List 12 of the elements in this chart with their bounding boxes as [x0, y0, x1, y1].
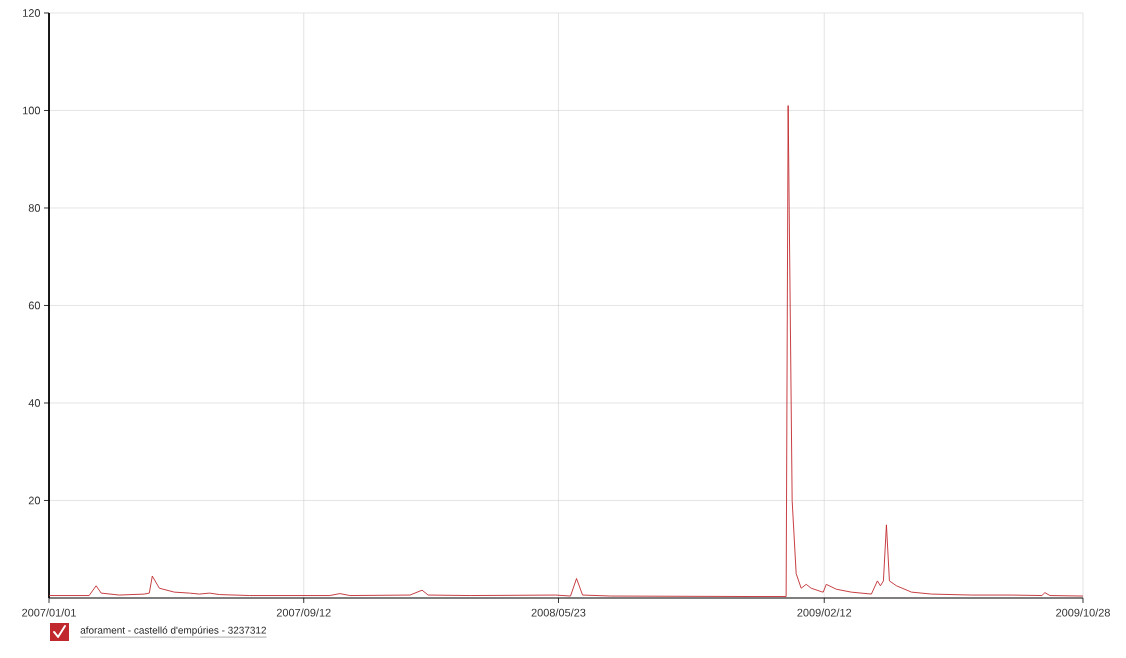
y-tick-label: 80 — [28, 204, 41, 212]
x-tick-label: 2007/01/01 — [22, 608, 76, 617]
x-tick-label: 2007/09/12 — [276, 608, 331, 617]
y-tick-label: 20 — [28, 496, 41, 505]
y-tick-label: 60 — [28, 301, 41, 310]
y-tick-label: 120 — [23, 9, 41, 17]
x-tick-label: 2008/05/23 — [531, 608, 586, 617]
x-tick-label: 2009/02/12 — [797, 608, 852, 617]
x-tick-label: 2009/10/28 — [1056, 608, 1110, 617]
legend-label: aforament - castelló d'empúries - 3237312 — [80, 626, 266, 636]
y-tick-label: 100 — [23, 106, 41, 115]
y-tick-label: 40 — [28, 399, 41, 407]
